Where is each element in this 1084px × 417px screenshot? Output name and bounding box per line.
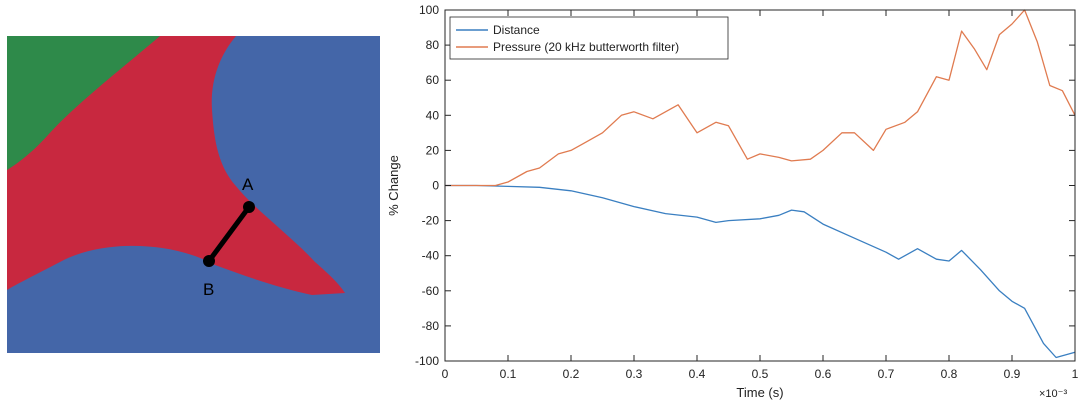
y-tick-label: 40 bbox=[426, 108, 440, 122]
y-tick-label: 60 bbox=[426, 73, 440, 87]
legend-box bbox=[449, 16, 729, 60]
x-axis-label: Time (s) bbox=[736, 385, 783, 400]
region-green bbox=[7, 36, 160, 170]
series-layer bbox=[445, 9, 1076, 359]
y-tick-label: -60 bbox=[422, 284, 440, 298]
plot-area bbox=[445, 10, 1075, 361]
point-a bbox=[243, 201, 255, 213]
point-b bbox=[203, 255, 215, 267]
region-diagram: A B bbox=[7, 36, 380, 353]
axes-layer: 0 0.1 0.2 0.3 0.4 0.5 0.6 0.7 0.8 0.9 1 -100 -80 -60 -… bbox=[415, 3, 1079, 381]
y-tick-label: -100 bbox=[415, 354, 439, 368]
x-axis-exponent-label: ×10⁻³ bbox=[1039, 388, 1067, 400]
x-tick-label: 0.1 bbox=[500, 367, 517, 381]
y-tick-label: -40 bbox=[422, 249, 440, 263]
x-tick-label: 0 bbox=[442, 367, 449, 381]
x-tick-label: 0.9 bbox=[1004, 367, 1021, 381]
legend-entry: Pressure (20 kHz butterworth filter) bbox=[493, 40, 679, 54]
y-tick-label: 20 bbox=[426, 143, 440, 157]
x-tick-label: 0.3 bbox=[626, 367, 643, 381]
segment-ab bbox=[206, 205, 252, 263]
point-b-label: B bbox=[203, 280, 214, 299]
y-tick-label: -80 bbox=[422, 319, 440, 333]
x-tick-label: 0.4 bbox=[689, 367, 706, 381]
line-chart: 0 0.1 0.2 0.3 0.4 0.5 0.6 0.7 0.8 0.9 1 -100 -80 -60 -… bbox=[386, 3, 1079, 400]
region-red bbox=[7, 36, 345, 295]
x-tick-label: 0.2 bbox=[563, 367, 580, 381]
y-tick-label: 100 bbox=[419, 3, 439, 17]
y-tick-label: 80 bbox=[426, 38, 440, 52]
series-line-distance bbox=[445, 184, 1076, 359]
x-tick-label: 0.7 bbox=[878, 367, 895, 381]
point-a-label: A bbox=[242, 175, 254, 194]
x-tick-label: 0.8 bbox=[941, 367, 958, 381]
y-tick-label: 0 bbox=[432, 179, 439, 193]
legend-entry: Distance bbox=[493, 23, 540, 37]
x-tick-label: 0.6 bbox=[815, 367, 832, 381]
x-tick-label: 0.5 bbox=[752, 367, 769, 381]
y-axis-label: % Change bbox=[386, 155, 401, 216]
series-line-pressure bbox=[445, 9, 1076, 187]
plot-background bbox=[445, 10, 1075, 361]
x-tick-label: 1 bbox=[1072, 367, 1079, 381]
y-tick-label: -20 bbox=[422, 214, 440, 228]
legend: Distance Pressure (20 kHz butterworth fil… bbox=[449, 16, 729, 60]
